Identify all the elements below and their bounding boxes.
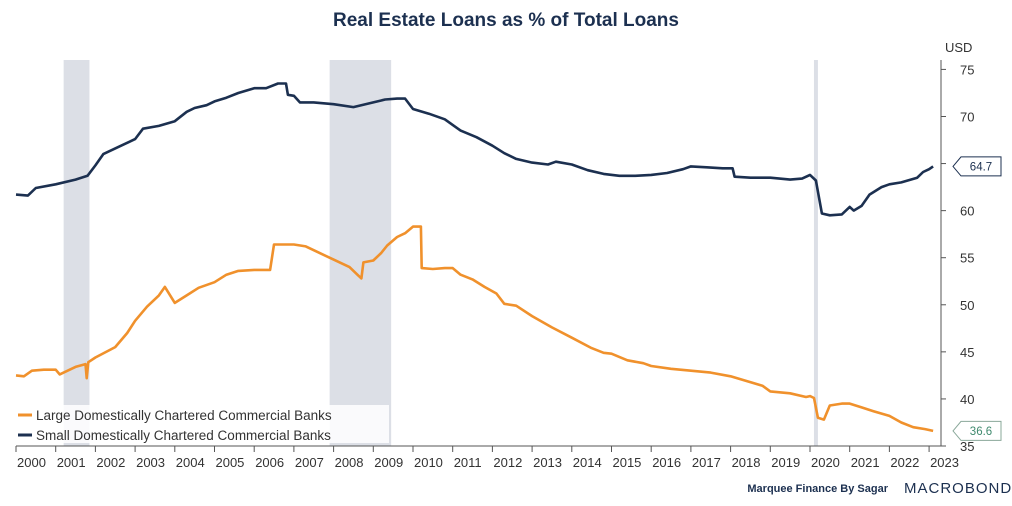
x-tick-label-2013: 2013	[533, 455, 562, 470]
x-tick-label-2005: 2005	[215, 455, 244, 470]
x-tick-label-2009: 2009	[374, 455, 403, 470]
x-tick-label-2021: 2021	[851, 455, 880, 470]
x-tick-label-2001: 2001	[57, 455, 86, 470]
recession-band-0	[63, 60, 90, 446]
x-axis-ticks: 2000 2001 2002 2003 2004 2005 2006 2007 2008 2009…	[15, 446, 959, 470]
legend-label-large: Large Domestically Chartered Commercial …	[36, 408, 332, 423]
series-lines	[15, 82, 934, 433]
callout-box-0	[952, 156, 1002, 177]
y-tick-label-60: 60	[960, 204, 974, 219]
callout-box-1	[952, 420, 1002, 441]
x-tick-label-2006: 2006	[255, 455, 284, 470]
x-tick-label-2015: 2015	[612, 455, 641, 470]
x-tick-label-2016: 2016	[652, 455, 681, 470]
y-tick-label-45: 45	[960, 345, 974, 360]
y-tick-label-55: 55	[960, 251, 974, 266]
x-tick-label-2004: 2004	[176, 455, 205, 470]
x-tick-label-2007: 2007	[295, 455, 324, 470]
y-axis-ticks: 354045505560657075	[941, 62, 974, 454]
y-tick-label-50: 50	[960, 298, 974, 313]
brand-text: MACROBOND	[904, 480, 1012, 497]
series-line-1	[15, 225, 934, 433]
y-tick-label-40: 40	[960, 392, 974, 407]
x-tick-label-2019: 2019	[771, 455, 800, 470]
x-tick-label-2000: 2000	[17, 455, 46, 470]
callout-value-0: 64.7	[970, 161, 992, 173]
credit-text: Marquee Finance By Sagar	[747, 483, 888, 495]
x-tick-label-2011: 2011	[454, 455, 482, 470]
y-tick-label-35: 35	[960, 439, 974, 454]
last-value-callouts: 64.7 36.6	[952, 156, 1002, 441]
y-tick-label-75: 75	[960, 62, 974, 77]
macrobond-logo: MACROBOND	[904, 480, 1012, 497]
x-tick-label-2002: 2002	[96, 455, 125, 470]
y-tick-label-70: 70	[960, 109, 974, 124]
x-tick-label-2014: 2014	[573, 455, 602, 470]
x-tick-label-2023: 2023	[930, 455, 959, 470]
x-tick-label-2017: 2017	[692, 455, 721, 470]
x-tick-label-2008: 2008	[335, 455, 364, 470]
x-tick-label-2018: 2018	[732, 455, 761, 470]
x-tick-label-2020: 2020	[811, 455, 840, 470]
legend-label-small: Small Domestically Chartered Commercial …	[36, 428, 331, 443]
recession-band-2	[813, 60, 818, 446]
x-tick-label-2003: 2003	[136, 455, 165, 470]
series-line-0	[15, 82, 934, 217]
x-tick-label-2012: 2012	[493, 455, 522, 470]
x-tick-label-2022: 2022	[890, 455, 919, 470]
chart-legend: Large Domestically Chartered Commercial …	[14, 405, 389, 443]
y-axis-unit-label: USD	[945, 40, 972, 55]
callout-value-1: 36.6	[970, 426, 992, 438]
legend-background	[14, 405, 389, 443]
x-tick-label-2010: 2010	[414, 455, 443, 470]
chart-title: Real Estate Loans as % of Total Loans	[333, 10, 679, 31]
